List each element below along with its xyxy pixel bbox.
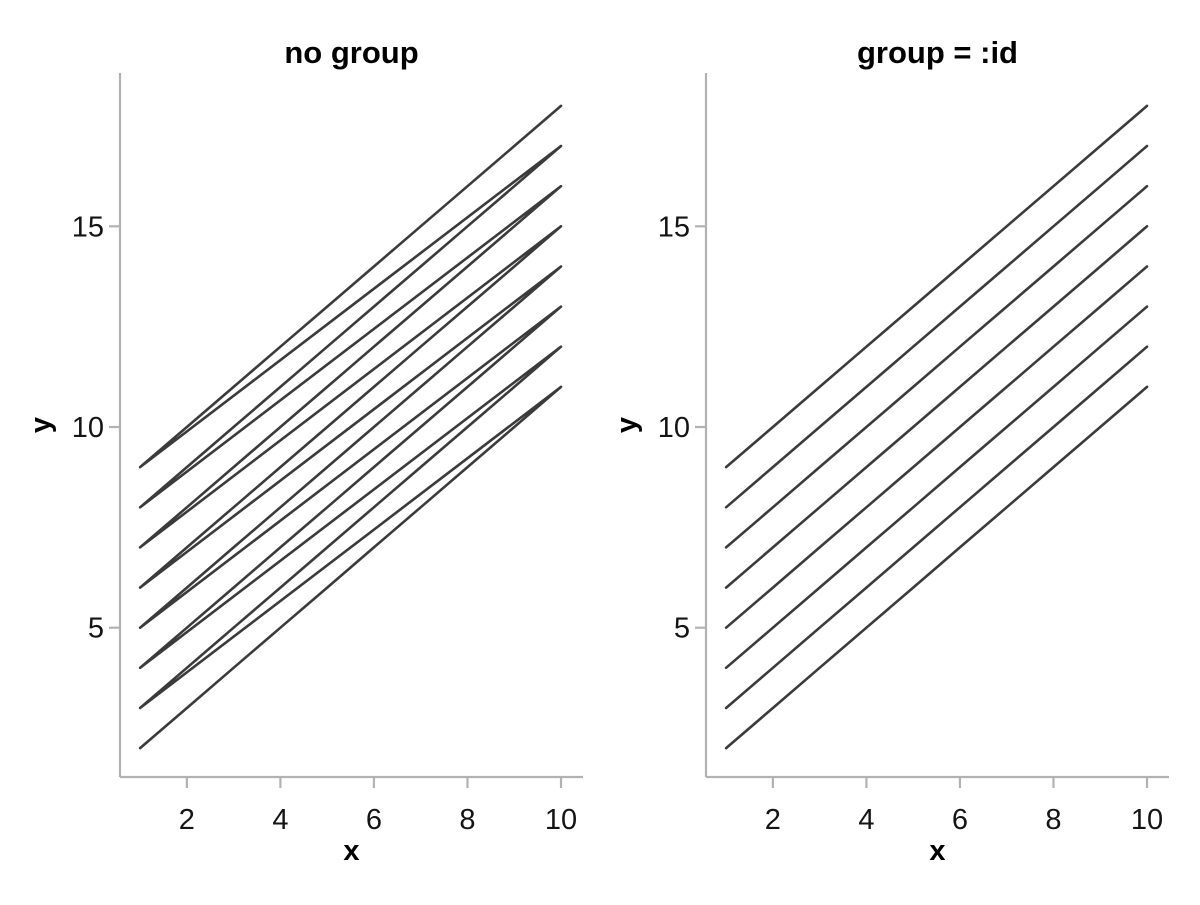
panel-no-group: 2 4 6 8 10 5 10 15 no group x y (25, 35, 583, 867)
x-tick-label: 10 (545, 804, 577, 836)
x-axis-label: x (343, 835, 359, 867)
x-tick-label: 10 (1131, 804, 1163, 836)
y-tick-label: 10 (72, 412, 104, 444)
panel-grouped: 2 4 6 8 10 5 10 15 group = :id x y (611, 35, 1169, 867)
panel-title: group = :id (857, 35, 1018, 70)
data-line-series (724, 104, 1149, 469)
y-tick-label: 15 (72, 211, 104, 243)
panel-title: no group (284, 35, 418, 70)
data-line-series (724, 305, 1149, 670)
data-line-series (724, 184, 1149, 549)
y-tick-label: 15 (658, 211, 690, 243)
y-tick-label: 5 (674, 613, 690, 645)
data-line-series (724, 385, 1149, 750)
data-line-series (724, 345, 1149, 710)
x-tick-label: 4 (858, 804, 874, 836)
data-line-series (724, 225, 1149, 589)
x-tick-label: 6 (952, 804, 968, 836)
data-line-series (724, 265, 1149, 629)
x-tick-label: 2 (179, 804, 195, 836)
x-axis-label: x (929, 835, 945, 867)
y-axis-label: y (25, 417, 57, 433)
y-tick-label: 5 (88, 613, 104, 645)
x-tick-label: 2 (765, 804, 781, 836)
data-line-series (724, 144, 1149, 509)
y-tick-label: 10 (658, 412, 690, 444)
data-polyline-ungrouped (138, 104, 563, 750)
x-tick-label: 8 (1045, 804, 1061, 836)
x-tick-label: 6 (366, 804, 382, 836)
x-tick-label: 8 (459, 804, 475, 836)
x-tick-label: 4 (272, 804, 288, 836)
y-axis-label: y (611, 417, 643, 433)
